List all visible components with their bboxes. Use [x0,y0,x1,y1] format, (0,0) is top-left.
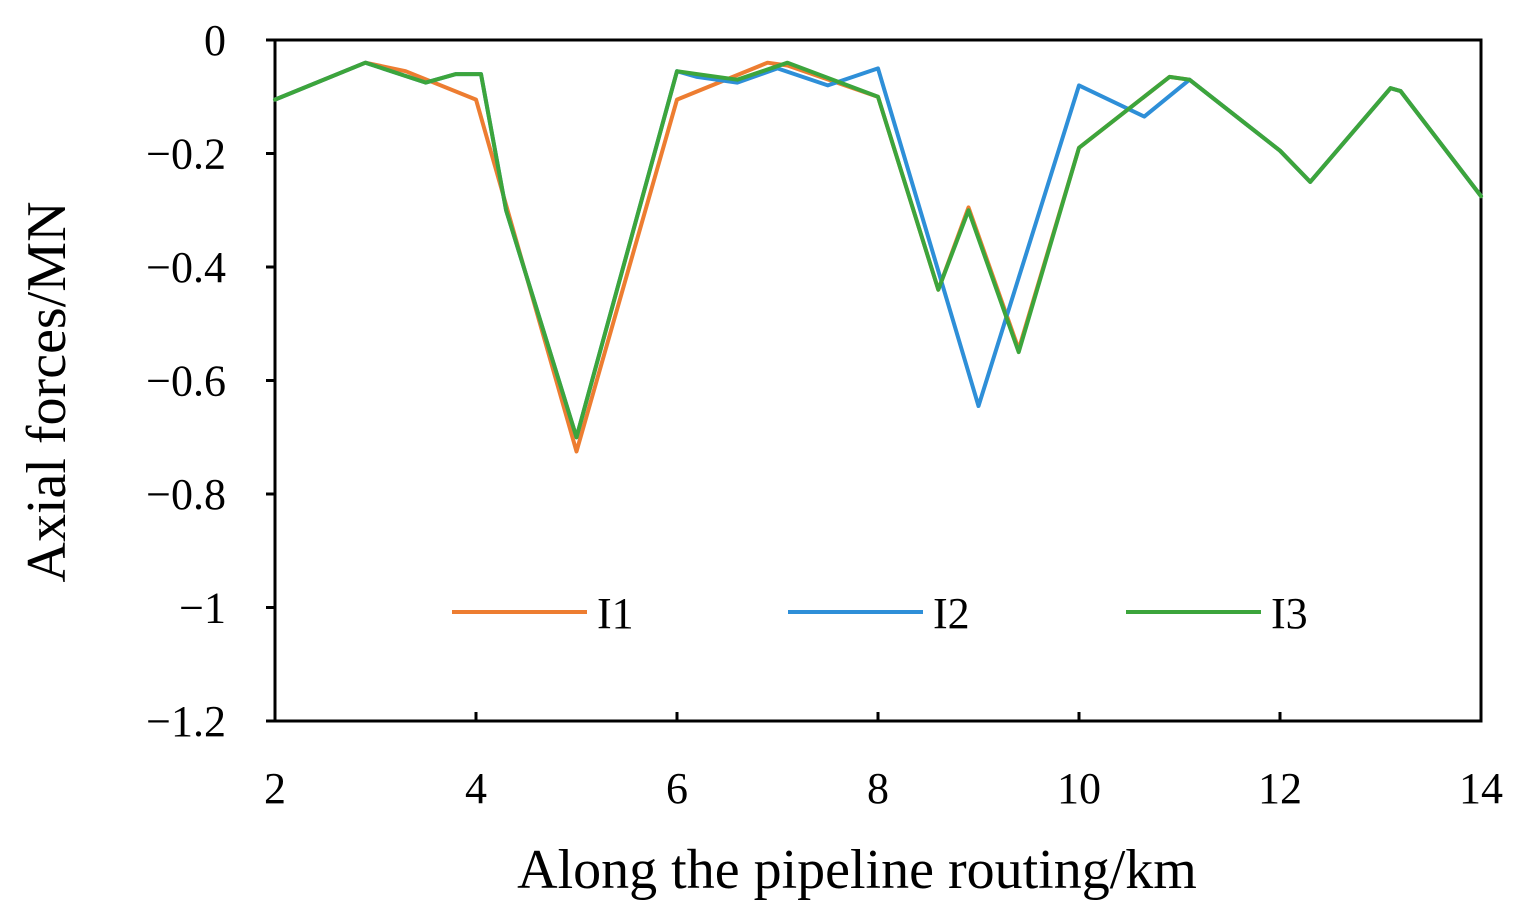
series-line-i3 [273,60,1483,440]
series-layer [273,60,1483,454]
legend: I1 I2 I3 [452,589,1308,638]
legend-label-i2: I2 [933,589,970,638]
y-axis-title: Axial forces/MN [16,201,78,582]
x-axis-title: Along the pipeline routing/km [517,839,1197,901]
y-tick-label: −0.8 [146,470,226,519]
legend-label-i3: I3 [1271,589,1308,638]
x-tick-label: 2 [264,764,286,813]
y-tick-label: −0.4 [146,243,226,292]
x-tick-label: 4 [465,764,487,813]
axes-layer: 0 −0.2 −0.4 −0.6 −0.8 −1 −1.2 2 4 6 8 10 12 14 [146,16,1503,813]
x-tick-label: 12 [1258,764,1302,813]
series-line-i2 [273,60,1483,440]
y-tick-label: −1.2 [146,697,226,746]
x-tick-label: 10 [1057,764,1101,813]
y-tick-label: −1 [179,584,226,633]
x-tick-label: 14 [1459,764,1503,813]
y-tick-label: −0.6 [146,357,226,406]
series-line-i1 [273,60,1483,454]
legend-label-i1: I1 [597,589,634,638]
x-tick-label: 8 [867,764,889,813]
y-tick-label: 0 [204,16,226,65]
y-tick-label: −0.2 [146,130,226,179]
x-tick-label: 6 [666,764,688,813]
